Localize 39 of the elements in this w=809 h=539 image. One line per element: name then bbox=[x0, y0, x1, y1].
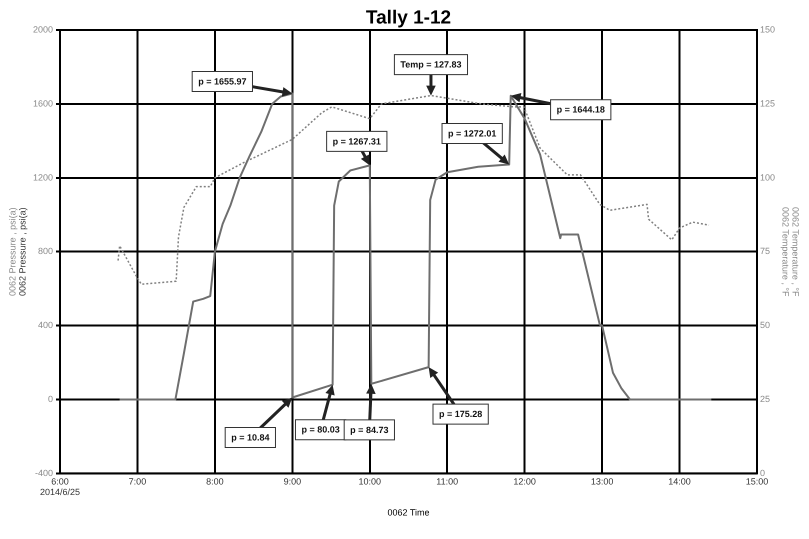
annotation: p = 84.73 bbox=[350, 424, 388, 435]
text: 0062 Pressure , psi(a) bbox=[7, 207, 18, 296]
y-axis-title: 0062 Pressure , psi(a) bbox=[17, 207, 28, 296]
y-tick-label: 400 bbox=[38, 320, 53, 330]
y2-tick-label: 0 bbox=[760, 468, 766, 478]
x-tick-label: 14:00 bbox=[668, 476, 691, 486]
x-tick-label: 10:00 bbox=[358, 476, 382, 486]
y-tick-label: 800 bbox=[38, 246, 53, 256]
y-tick-label: 1600 bbox=[32, 98, 53, 108]
chart-title: Tally 1-12 bbox=[366, 8, 452, 29]
y-tick-label: 2000 bbox=[32, 24, 53, 34]
y2-tick-label: 100 bbox=[760, 172, 776, 182]
x-tick-label: 6:00 2014/6/25 bbox=[40, 476, 80, 498]
x-tick-label: 7:00 bbox=[128, 476, 146, 486]
x-tick-label: 9:00 bbox=[284, 476, 302, 486]
annotation: p = 1655.97 bbox=[198, 76, 246, 87]
x-tick-label: 15:00 bbox=[746, 476, 768, 486]
annotation: Temp = 127.83 bbox=[400, 60, 462, 70]
y-tick-label: 1200 bbox=[32, 172, 53, 182]
annotation: p = 1272.01 bbox=[448, 128, 496, 138]
x-tick-label: 11:00 bbox=[436, 476, 458, 486]
y2-tick-label: 75 bbox=[760, 246, 770, 256]
x-axis-title: 0062 Time bbox=[387, 507, 430, 518]
y-tick-label: -400 bbox=[34, 468, 53, 478]
annotation: p = 10.84 bbox=[231, 432, 270, 442]
x-tick-label: 8:00 bbox=[206, 476, 224, 486]
annotation: p = 1644.18 bbox=[556, 104, 605, 115]
annotation: p = 175.28 bbox=[438, 409, 482, 420]
y-tick-label: 0 bbox=[48, 394, 53, 404]
annotation: p = 1267.31 bbox=[332, 136, 381, 146]
x-tick-label: 12:00 bbox=[513, 476, 536, 486]
x-tick-label: 13:00 bbox=[590, 476, 614, 486]
y2-tick-label: 50 bbox=[760, 320, 770, 330]
y2-tick-label: 25 bbox=[760, 394, 770, 404]
y2-tick-label: 125 bbox=[760, 98, 776, 108]
y2-tick-label: 150 bbox=[760, 24, 776, 34]
annotation: p = 80.03 bbox=[301, 424, 340, 435]
text: 0062 Temperature , °F bbox=[790, 206, 801, 296]
y2-axis-title: 0062 Temperature , °F bbox=[780, 206, 791, 297]
